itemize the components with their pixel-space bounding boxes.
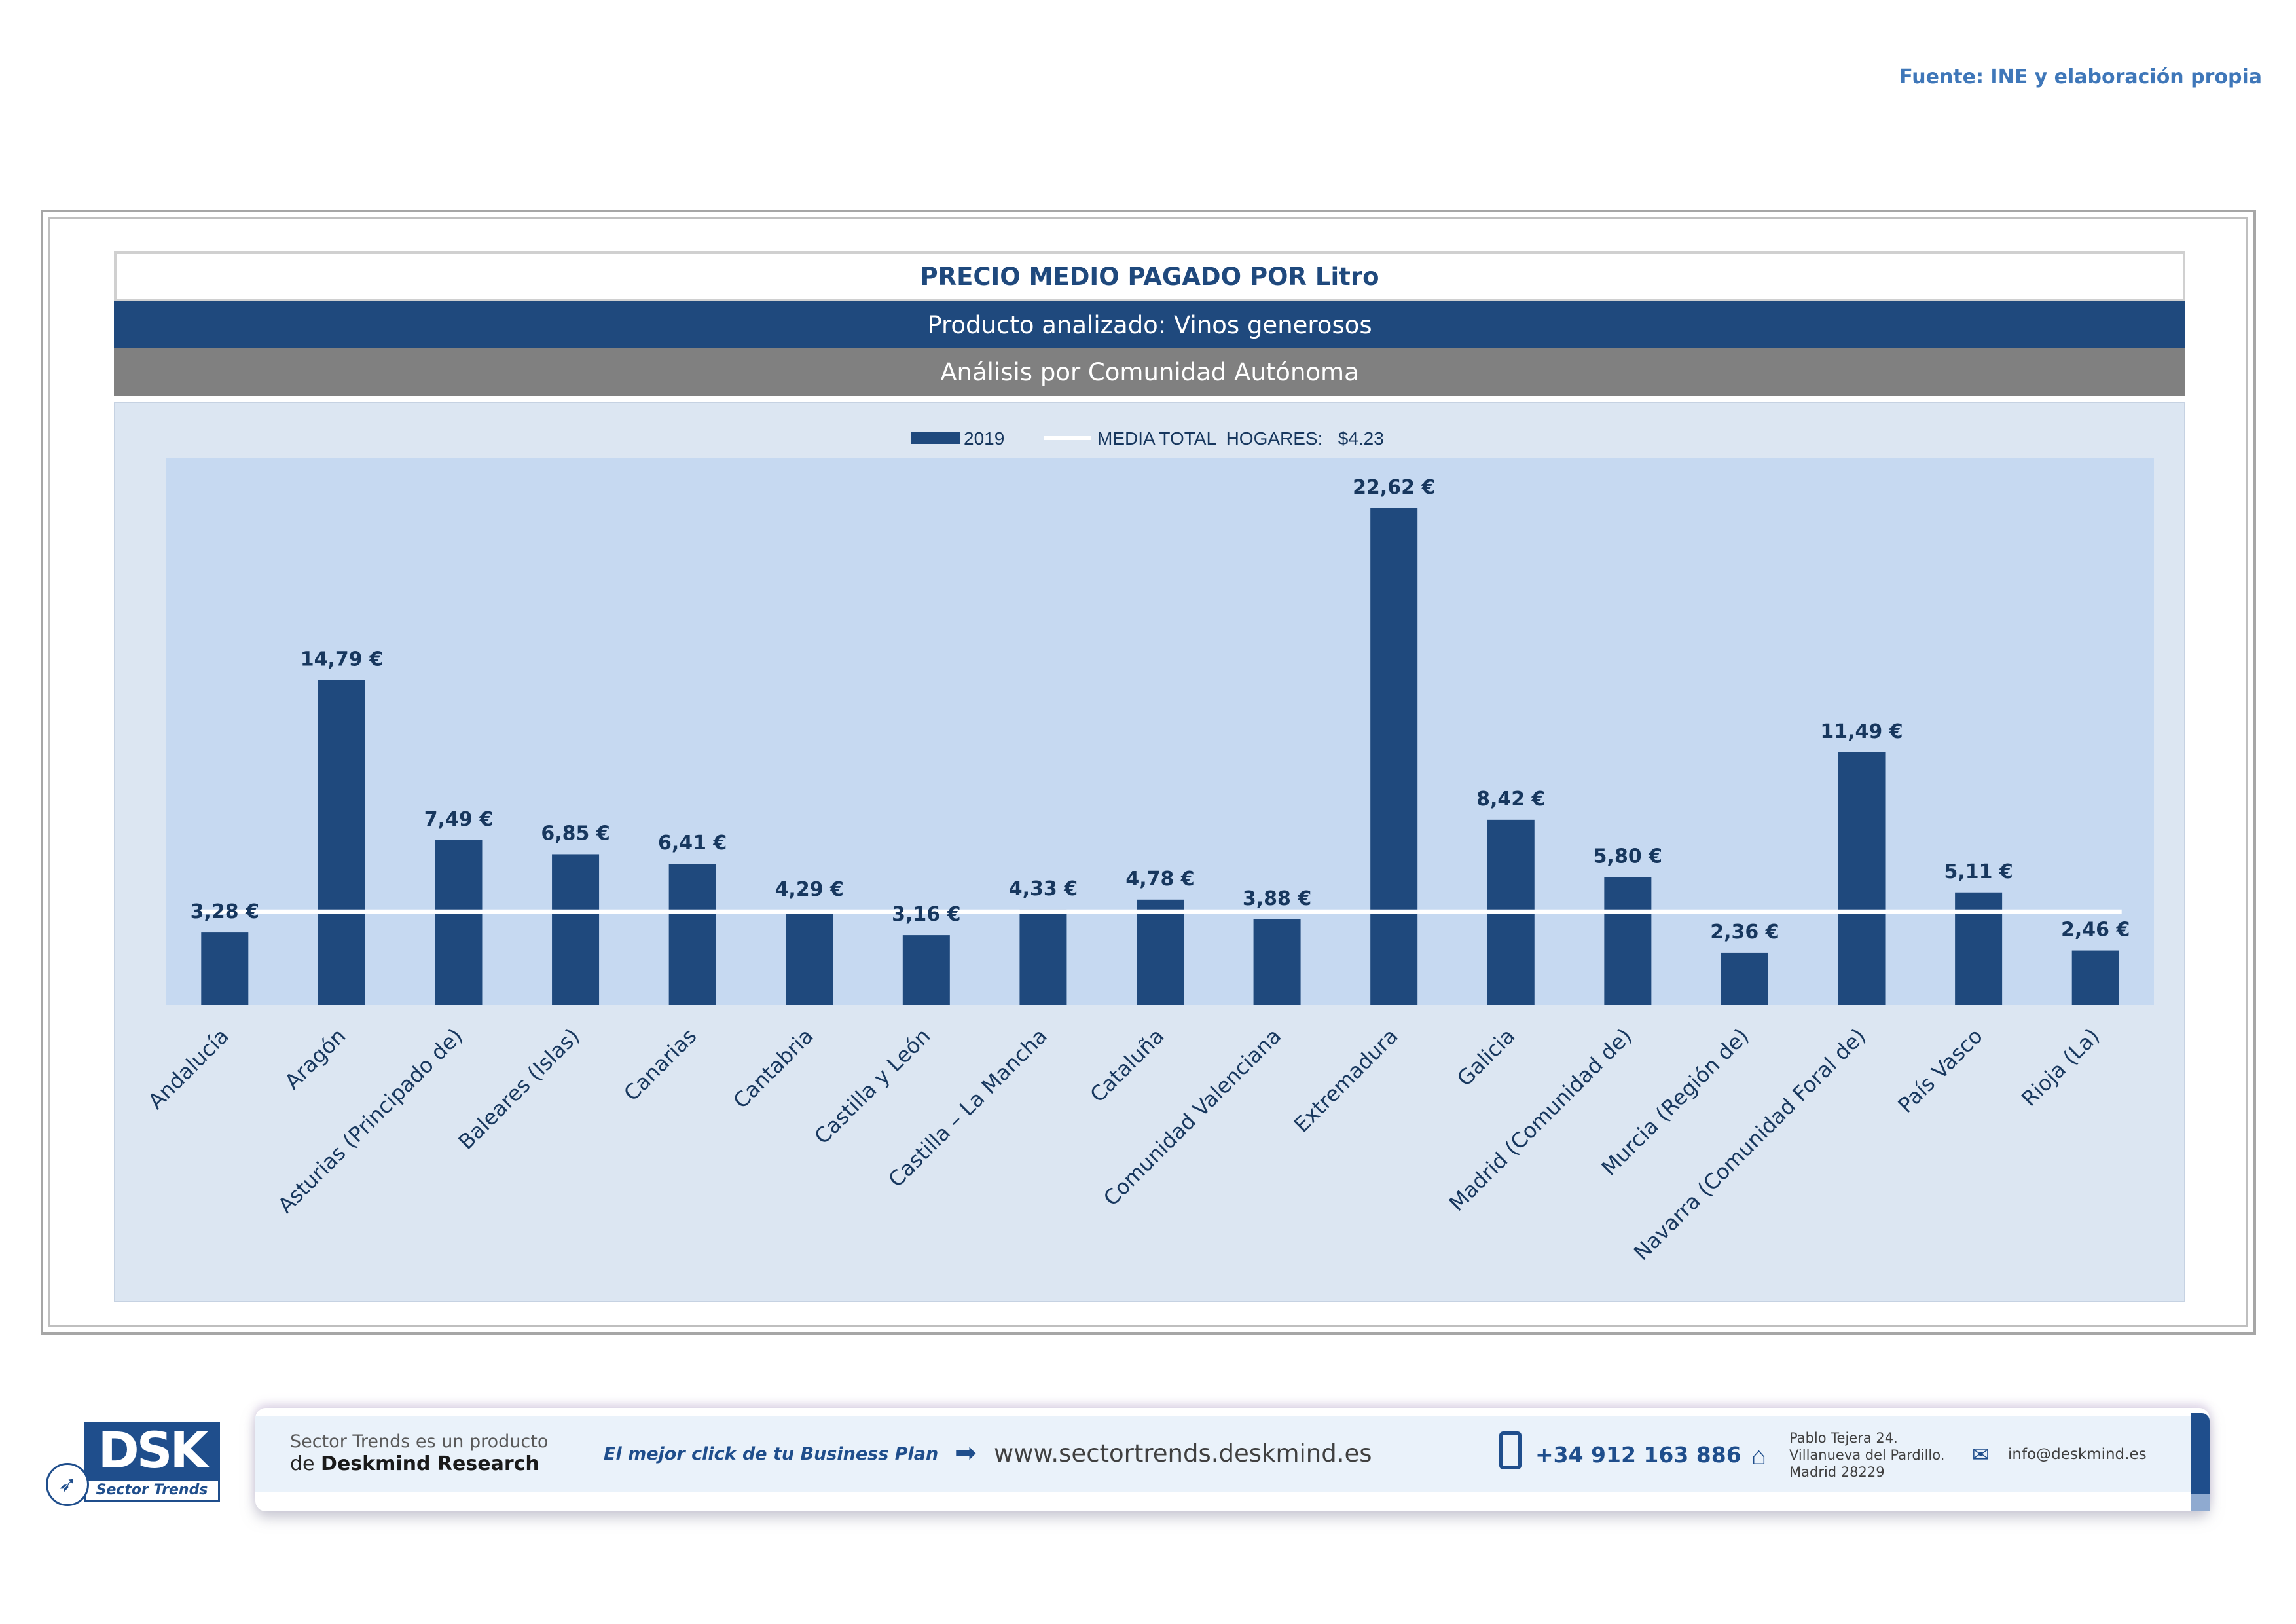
logo-subtitle: Sector Trends xyxy=(84,1479,220,1502)
footer-strip xyxy=(255,1416,2210,1492)
category-label-3: Baleares (Islas) xyxy=(454,1024,585,1154)
value-label-2: 7,49 € xyxy=(424,808,493,831)
value-label-14: 11,49 € xyxy=(1820,720,1903,743)
bar-7 xyxy=(1019,909,1067,1005)
mail-icon: ✉ xyxy=(1972,1443,1990,1466)
chart-title: PRECIO MEDIO PAGADO POR Litro xyxy=(114,251,2185,301)
legend-series-swatch xyxy=(911,432,960,444)
category-label-1: Aragón xyxy=(280,1024,350,1094)
footer-product-prefix: de xyxy=(290,1452,315,1475)
value-label-10: 22,62 € xyxy=(1353,476,1435,499)
footer-phone[interactable]: +34 912 163 886 xyxy=(1535,1442,1741,1467)
bar-0 xyxy=(201,932,249,1005)
footer-product-line1: Sector Trends es un producto xyxy=(290,1431,549,1452)
value-label-9: 3,88 € xyxy=(1243,887,1311,910)
value-label-5: 4,29 € xyxy=(775,878,844,901)
phone-icon xyxy=(1499,1431,1522,1469)
chart-frame-outer xyxy=(41,210,2256,1335)
value-label-7: 4,33 € xyxy=(1009,877,1078,900)
bar-4 xyxy=(668,864,716,1005)
footer-slogan: El mejor click de tu Business Plan xyxy=(604,1444,939,1464)
bar-9 xyxy=(1253,919,1301,1005)
rocket-icon: ➶ xyxy=(46,1463,89,1506)
category-label-0: Andalucía xyxy=(143,1024,234,1114)
home-icon: ⌂ xyxy=(1751,1443,1766,1470)
link-arrow-icon: ➡ xyxy=(955,1439,977,1467)
footer-product-brand: Deskmind Research xyxy=(321,1452,539,1475)
analysis-banner: Análisis por Comunidad Autónoma xyxy=(114,348,2185,396)
category-label-6: Castilla y León xyxy=(809,1024,935,1149)
legend-average-label: MEDIA TOTAL HOGARES: $4.23 xyxy=(1097,428,1384,449)
bar-15 xyxy=(1955,892,2003,1005)
bar-16 xyxy=(2071,950,2119,1005)
value-label-11: 8,42 € xyxy=(1476,788,1545,811)
chart-frame-inner xyxy=(48,217,2248,1327)
value-label-3: 6,85 € xyxy=(541,822,610,845)
bar-8 xyxy=(1137,899,1184,1005)
bar-14 xyxy=(1838,752,1886,1005)
bar-2 xyxy=(435,840,483,1005)
legend-series-label: 2019 xyxy=(964,428,1004,449)
dsk-logo: DSK Sector Trends ➶ xyxy=(46,1422,223,1506)
footer-address-line1: Pablo Tejera 24. xyxy=(1789,1430,1898,1446)
footer-address-line3: Madrid 28229 xyxy=(1789,1464,1885,1480)
category-label-2: Asturias (Principado de) xyxy=(273,1024,467,1218)
category-label-8: Cataluña xyxy=(1085,1024,1169,1107)
footer-accent xyxy=(2191,1413,2210,1494)
bar-3 xyxy=(552,854,600,1005)
value-label-4: 6,41 € xyxy=(658,832,727,855)
bar-5 xyxy=(786,910,833,1005)
footer-accent-light xyxy=(2191,1494,2210,1511)
bar-12 xyxy=(1604,877,1652,1005)
bar-6 xyxy=(902,935,950,1005)
product-banner: Producto analizado: Vinos generosos xyxy=(114,301,2185,348)
footer-address-line2: Villanueva del Pardillo. xyxy=(1789,1447,1945,1463)
source-note: Fuente: INE y elaboración propia xyxy=(1899,65,2262,88)
logo-mark: DSK xyxy=(84,1422,220,1479)
category-label-5: Cantabria xyxy=(728,1024,818,1113)
value-label-1: 14,79 € xyxy=(301,648,383,671)
footer-email-link[interactable]: info@deskmind.es xyxy=(2008,1446,2147,1463)
value-label-12: 5,80 € xyxy=(1594,845,1662,868)
value-label-13: 2,36 € xyxy=(1710,921,1779,944)
footer-product-line2: de Deskmind Research xyxy=(290,1452,539,1475)
value-label-8: 4,78 € xyxy=(1125,868,1194,891)
category-label-16: Rioja (La) xyxy=(2016,1024,2104,1111)
footer-website-link[interactable]: www.sectortrends.deskmind.es xyxy=(994,1439,1372,1467)
value-label-6: 3,16 € xyxy=(892,903,960,926)
category-label-14: Navarra (Comunidad Foral de) xyxy=(1629,1024,1870,1265)
chart-area: 2019 MEDIA TOTAL HOGARES: $4.23 3,28 € 14… xyxy=(114,402,2185,1302)
value-label-16: 2,46 € xyxy=(2061,919,2130,942)
category-label-4: Canarias xyxy=(619,1024,701,1106)
category-label-15: País Vasco xyxy=(1893,1024,1987,1118)
value-label-15: 5,11 € xyxy=(1944,860,2013,883)
category-label-10: Extremadura xyxy=(1289,1024,1403,1137)
bar-10 xyxy=(1370,508,1418,1005)
category-label-11: Galicia xyxy=(1452,1024,1520,1091)
bar-1 xyxy=(318,680,365,1005)
value-label-0: 3,28 € xyxy=(191,900,259,923)
bar-chart: 2019 MEDIA TOTAL HOGARES: $4.23 3,28 € 14… xyxy=(143,428,2154,1265)
legend: 2019 MEDIA TOTAL HOGARES: $4.23 xyxy=(911,428,1384,449)
bar-13 xyxy=(1721,952,1768,1005)
